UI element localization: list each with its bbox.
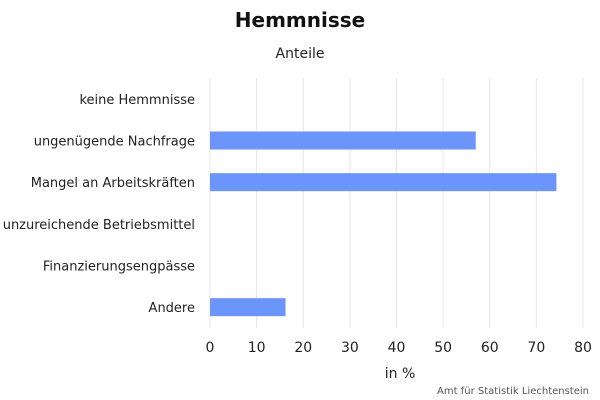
x-tick-label: 40 — [388, 340, 406, 356]
category-label: keine Hemmnisse — [79, 93, 195, 108]
category-labels: keine Hemmnisse ungenügende Nachfrage Mang… — [3, 93, 195, 316]
x-tick-label: 80 — [574, 340, 592, 356]
category-label: Finanzierungsengpässe — [43, 260, 195, 275]
bar-2 — [210, 131, 476, 150]
chart-subtitle: Anteile — [276, 46, 325, 62]
x-tick-label: 70 — [527, 340, 545, 356]
bar-3 — [210, 173, 557, 192]
bar-6 — [210, 298, 286, 317]
x-axis-label: in % — [385, 366, 416, 382]
x-tick-labels: 0 10 20 30 40 50 60 70 80 — [206, 340, 592, 356]
x-tick-label: 60 — [481, 340, 499, 356]
category-label: Andere — [149, 301, 195, 316]
source-credit: Amt für Statistik Liechtenstein — [437, 386, 589, 397]
x-tick-label: 10 — [248, 340, 266, 356]
gridlines — [209, 78, 584, 328]
x-tick-label: 50 — [434, 340, 452, 356]
x-tick-label: 30 — [341, 340, 359, 356]
x-tick-label: 20 — [294, 340, 312, 356]
chart-title: Hemmnisse — [235, 8, 365, 32]
category-label: Mangel an Arbeitskräften — [31, 176, 195, 191]
category-label: unzureichende Betriebsmittel — [3, 218, 195, 233]
category-label: ungenügende Nachfrage — [34, 135, 195, 150]
x-tick-label: 0 — [206, 340, 215, 356]
bars — [210, 131, 557, 317]
